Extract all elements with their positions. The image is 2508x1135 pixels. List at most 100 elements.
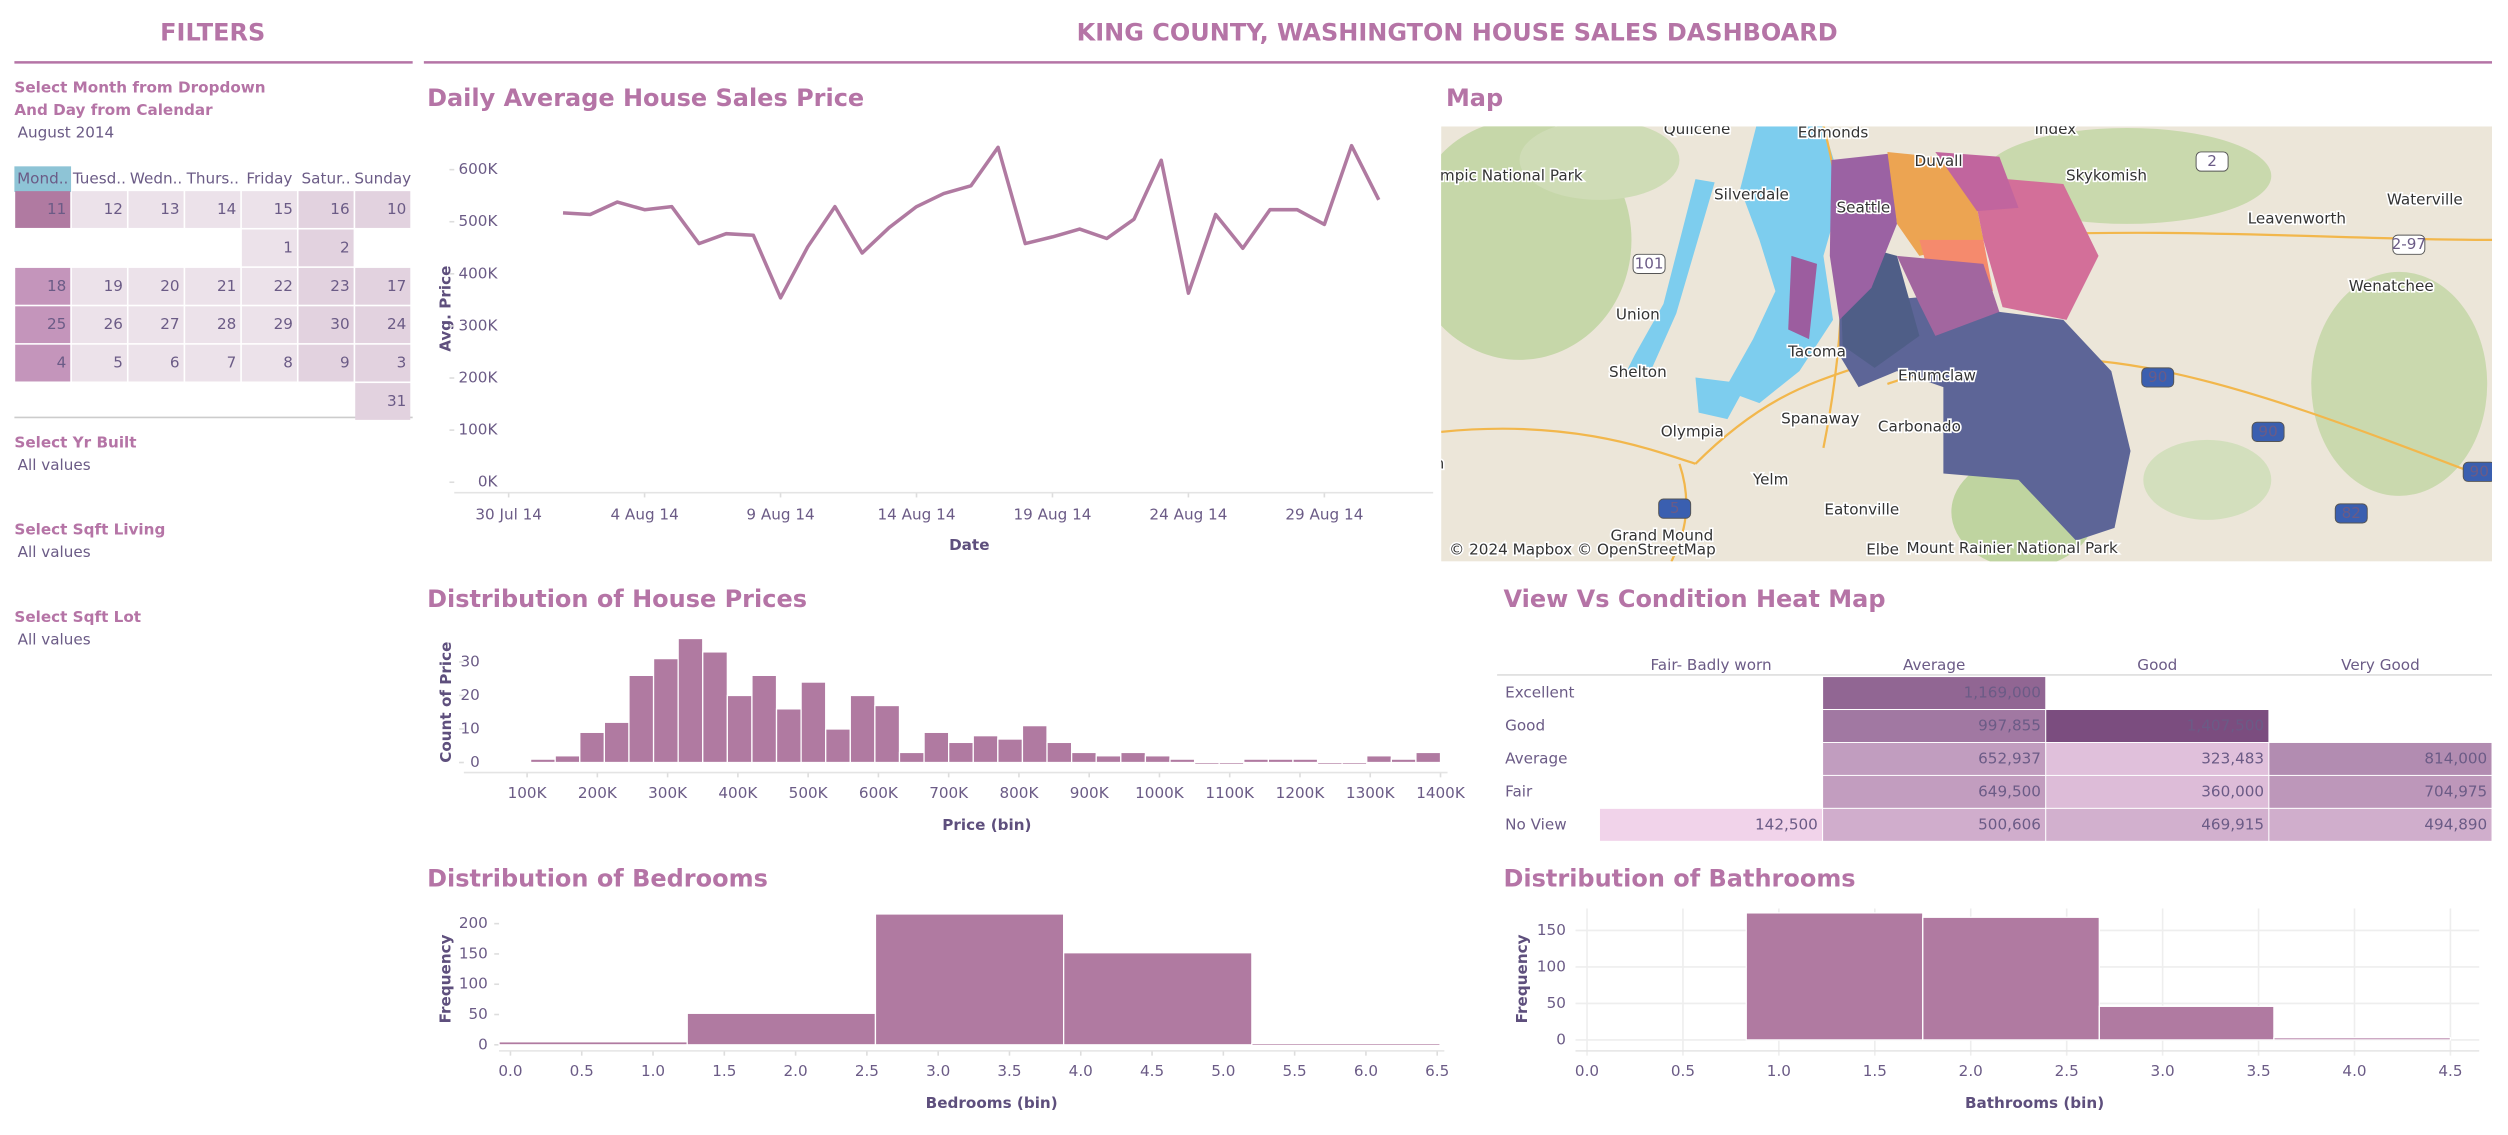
histogram-bar — [751, 674, 778, 764]
chart-title: Distribution of Bedrooms — [427, 865, 768, 893]
y-tick-label: 150 — [459, 944, 488, 962]
filter-label: Select Sqft Lot — [14, 608, 141, 626]
calendar-day-number: 27 — [160, 315, 179, 333]
highway-shield — [1632, 253, 1666, 274]
calendar-day-number: 13 — [160, 200, 179, 218]
highway-shield — [2141, 367, 2175, 388]
x-tick-label: 3.0 — [926, 1062, 950, 1080]
region — [1788, 255, 1818, 340]
calendar-day-number: 17 — [387, 277, 406, 295]
heatmap-cell — [1822, 807, 2047, 842]
histogram-bar — [825, 728, 851, 764]
x-tick-label: 30 Jul 14 — [475, 506, 542, 524]
histogram-bar — [702, 651, 728, 764]
row-header: Fair — [1505, 782, 1533, 800]
x-tick-label: 200K — [578, 784, 618, 802]
y-axis-label: Avg. Price — [437, 266, 455, 352]
cell-label: 360,000 — [2201, 782, 2264, 800]
place-label: Edmonds — [1798, 123, 1869, 141]
cell-label: 323,483 — [2201, 749, 2264, 767]
histogram-bar — [2273, 1037, 2452, 1041]
y-tick-label: 10 — [461, 719, 480, 737]
park-area — [1519, 126, 1680, 200]
park-area — [2311, 271, 2488, 496]
calendar-day — [241, 267, 297, 305]
x-tick-label: 800K — [999, 784, 1039, 802]
y-tick-label: 0K — [478, 473, 499, 491]
y-axis-label: Frequency — [1513, 934, 1531, 1023]
histogram-bar — [1415, 751, 1442, 764]
calendar-day-number: 9 — [340, 354, 350, 372]
y-tick-label: 300K — [458, 316, 498, 334]
x-tick-label: 6.0 — [1354, 1062, 1378, 1080]
region — [1829, 153, 1897, 320]
place-label: Eatonville — [1824, 501, 1899, 519]
x-tick-label: 1.5 — [1863, 1062, 1887, 1080]
chart-title: Daily Average House Sales Price — [427, 84, 864, 112]
place-label: Union — [1616, 306, 1660, 324]
calendar-day — [355, 306, 411, 344]
x-tick-label: 2.0 — [1959, 1062, 1983, 1080]
x-tick-label: 0.0 — [1575, 1062, 1599, 1080]
x-tick-label: 3.5 — [2246, 1062, 2270, 1080]
x-tick-label: 9 Aug 14 — [746, 506, 814, 524]
x-tick-label: 1400K — [1416, 784, 1466, 802]
histogram-bar — [849, 694, 876, 764]
calendar-day-number: 29 — [274, 315, 293, 333]
highway-shield — [2334, 503, 2368, 524]
histogram-bar — [1021, 724, 1048, 764]
y-tick-label: 50 — [1547, 994, 1566, 1012]
x-tick-label: 29 Aug 14 — [1285, 506, 1363, 524]
highway-number: 2-97 — [2392, 235, 2426, 253]
chart-title: View Vs Condition Heat Map — [1504, 585, 1886, 613]
x-tick-label: 3.0 — [2151, 1062, 2175, 1080]
histogram-bar — [628, 674, 655, 764]
y-tick-label: 500K — [458, 212, 498, 230]
histogram-bar — [874, 704, 901, 764]
weekday-label: Mond.. — [17, 170, 68, 188]
x-tick-label: 1100K — [1205, 784, 1255, 802]
weekday-label: Friday — [246, 170, 292, 188]
histogram-bar — [1218, 761, 1245, 766]
filter-value: All values — [18, 630, 91, 648]
x-tick-label: 5.5 — [1283, 1062, 1307, 1080]
park-area — [2143, 439, 2272, 520]
place-label: Spanaway — [1781, 410, 1859, 428]
month-select: August 2014 — [18, 123, 115, 141]
y-tick-label: 100 — [1537, 957, 1566, 975]
x-tick-label: 4.5 — [1140, 1062, 1164, 1080]
place-label: Shelton — [1609, 363, 1667, 381]
calendar-day — [241, 191, 297, 228]
y-tick-label: 20 — [461, 686, 480, 704]
histogram-bar — [554, 755, 581, 764]
calendar-day — [71, 306, 127, 344]
x-tick-label: 1300K — [1346, 784, 1396, 802]
calendar-day-number: 7 — [227, 354, 237, 372]
x-tick-label: 2.5 — [2055, 1062, 2079, 1080]
histogram-bar — [529, 758, 556, 764]
x-tick-label: 24 Aug 14 — [1149, 506, 1227, 524]
cell-label: 500,606 — [1978, 815, 2041, 833]
heatmap-cell — [2045, 807, 2270, 842]
calendar-day-number: 23 — [330, 277, 349, 295]
row-header: Average — [1505, 749, 1567, 767]
calendar-day — [128, 306, 184, 344]
calendar-day-number: 26 — [104, 315, 123, 333]
weekday-label: Wedn.. — [130, 170, 182, 188]
place-label: Seattle — [1837, 198, 1891, 216]
calendar-day — [241, 229, 297, 267]
cell-label: 1,407,500 — [2187, 717, 2264, 735]
calendar-day-number: 12 — [104, 200, 123, 218]
highway-shield — [1658, 498, 1692, 519]
histogram-bar — [972, 735, 999, 764]
x-tick-label: 600K — [859, 784, 899, 802]
x-tick-label: 0.5 — [570, 1062, 594, 1080]
calendar-day-number: 19 — [104, 277, 123, 295]
histogram-bar — [1063, 952, 1253, 1046]
histogram-bar — [1144, 755, 1171, 764]
place-label: Grand Mound — [1611, 526, 1714, 544]
calendar-day — [241, 306, 297, 344]
region — [1896, 255, 2000, 336]
place-label: Olympia — [1661, 422, 1724, 440]
x-tick-label: 0.5 — [1671, 1062, 1695, 1080]
